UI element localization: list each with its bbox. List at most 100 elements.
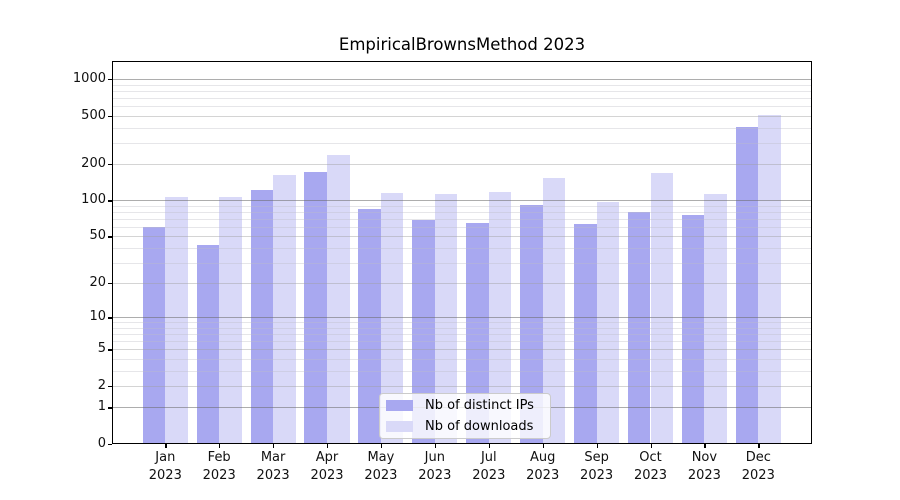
bar-distinct-ips-feb-2023 (196, 245, 220, 444)
gridline-minor-60 (112, 226, 812, 228)
gridline-minor-400 (112, 127, 812, 129)
x-axis-tick-mark-jan (165, 444, 167, 448)
bar-downloads-jan-2023 (165, 197, 188, 444)
x-axis-tick-mark-mar (273, 444, 275, 448)
legend: Nb of distinct IPs Nb of downloads (379, 393, 551, 439)
gridline-minor-80 (112, 212, 812, 213)
bar-downloads-oct-2023 (650, 172, 674, 444)
gridline-minor-7 (112, 334, 812, 336)
x-axis-tick-mark-aug (542, 444, 544, 448)
gridline-minor-70 (112, 218, 812, 220)
bar-downloads-nov-2023 (704, 193, 727, 444)
gridline-200 (112, 164, 812, 165)
x-axis-tick-label-oct: Oct 2023 (633, 450, 668, 483)
bar-distinct-ips-jul-2023 (466, 222, 489, 444)
legend-label-distinct-ips: Nb of distinct IPs (425, 397, 534, 413)
x-axis-tick-mark-apr (327, 444, 329, 448)
legend-label-downloads: Nb of downloads (425, 418, 534, 434)
y-axis-tick-mark-0 (108, 444, 112, 446)
x-axis-tick-mark-oct (650, 444, 652, 448)
x-axis-tick-mark-dec (758, 444, 760, 448)
y-axis-tick-label-0: 0 (97, 436, 106, 451)
x-axis-tick-label-jan: Jan 2023 (148, 450, 182, 483)
y-axis-tick-label-100: 100 (81, 192, 106, 208)
x-axis-tick-label-mar: Mar 2023 (256, 450, 290, 483)
gridline-minor-40 (112, 247, 812, 249)
gridline-1000 (112, 79, 812, 81)
bar-downloads-dec-2023 (758, 114, 781, 444)
y-axis-tick-label-200: 200 (81, 156, 106, 171)
bar-distinct-ips-jan-2023 (142, 226, 166, 444)
bar-distinct-ips-apr-2023 (304, 171, 327, 444)
x-axis-tick-label-nov: Nov 2023 (687, 450, 721, 483)
x-axis-tick-mark-jul (488, 444, 491, 448)
y-axis-tick-label-500: 500 (81, 107, 106, 123)
gridline-minor-300 (112, 142, 812, 144)
y-axis-tick-label-10: 10 (89, 309, 106, 325)
y-axis-tick-mark-5 (108, 349, 112, 351)
x-axis-tick-mark-jun (434, 444, 437, 448)
gridline-minor-900 (112, 84, 812, 86)
y-axis-tick-label-20: 20 (89, 275, 106, 291)
gridline-minor-90 (112, 205, 812, 207)
bar-distinct-ips-oct-2023 (627, 212, 651, 444)
x-axis-tick-mark-feb (219, 444, 221, 448)
gridline-50 (112, 236, 812, 238)
bar-downloads-sep-2023 (596, 202, 620, 444)
bar-distinct-ips-jun-2023 (412, 219, 435, 444)
y-axis-tick-mark-2 (108, 386, 112, 388)
gridline-minor-4 (112, 359, 812, 360)
bar-downloads-apr-2023 (327, 155, 350, 444)
y-axis-tick-mark-20 (108, 283, 112, 285)
gridline-minor-700 (112, 98, 812, 99)
x-axis-tick-label-aug: Aug 2023 (526, 450, 560, 483)
x-axis-tick-label-may: May 2023 (364, 450, 398, 483)
bar-downloads-feb-2023 (219, 197, 242, 444)
gridline-100 (112, 200, 812, 202)
y-axis-tick-label-50: 50 (89, 228, 106, 244)
y-axis-tick-mark-200 (108, 164, 112, 166)
bar-distinct-ips-mar-2023 (250, 190, 274, 444)
y-axis-tick-mark-100 (108, 200, 112, 202)
bar-downloads-aug-2023 (542, 178, 566, 444)
gridline-minor-30 (112, 262, 812, 264)
chart-title: EmpiricalBrownsMethod 2023 (338, 35, 586, 54)
x-axis-tick-label-feb: Feb 2023 (202, 450, 236, 483)
y-axis-tick-mark-1000 (108, 79, 112, 81)
y-axis-tick-label-1: 1 (97, 399, 106, 415)
bar-distinct-ips-nov-2023 (681, 215, 705, 444)
plot-area (112, 61, 812, 444)
x-axis-tick-mark-sep (596, 444, 598, 448)
gridline-minor-800 (112, 91, 812, 92)
bar-distinct-ips-dec-2023 (735, 126, 759, 444)
bar-downloads-mar-2023 (273, 174, 296, 444)
gridline-minor-8 (112, 328, 812, 329)
gridline-10 (112, 317, 812, 319)
x-axis-tick-label-jul: Jul 2023 (472, 450, 506, 483)
bar-distinct-ips-may-2023 (358, 208, 381, 444)
gridline-minor-600 (112, 106, 812, 108)
legend-swatch-downloads (386, 421, 413, 432)
gridline-5 (112, 349, 812, 351)
x-axis-tick-label-dec: Dec 2023 (741, 450, 775, 483)
x-axis-tick-label-jun: Jun 2023 (418, 450, 452, 483)
gridline-minor-9 (112, 322, 812, 324)
legend-item-distinct-ips: Nb of distinct IPs (386, 397, 550, 415)
gridline-minor-6 (112, 341, 812, 343)
x-axis-tick-label-apr: Apr 2023 (310, 450, 344, 483)
y-axis-tick-mark-1 (108, 407, 112, 409)
y-axis-tick-mark-10 (108, 317, 112, 319)
bar-distinct-ips-aug-2023 (520, 205, 543, 444)
gridline-2 (112, 386, 812, 387)
gridline-minor-3 (112, 370, 812, 372)
y-axis-tick-mark-500 (108, 115, 112, 117)
x-axis-tick-mark-nov (704, 444, 706, 448)
bar-distinct-ips-sep-2023 (574, 223, 597, 444)
x-axis-tick-mark-may (380, 444, 383, 448)
y-axis-tick-label-5: 5 (97, 341, 106, 357)
x-axis-tick-label-sep: Sep 2023 (580, 450, 614, 483)
gridline-20 (112, 283, 812, 285)
gridline-500 (112, 115, 812, 117)
y-axis-tick-label-1000: 1000 (72, 71, 106, 87)
